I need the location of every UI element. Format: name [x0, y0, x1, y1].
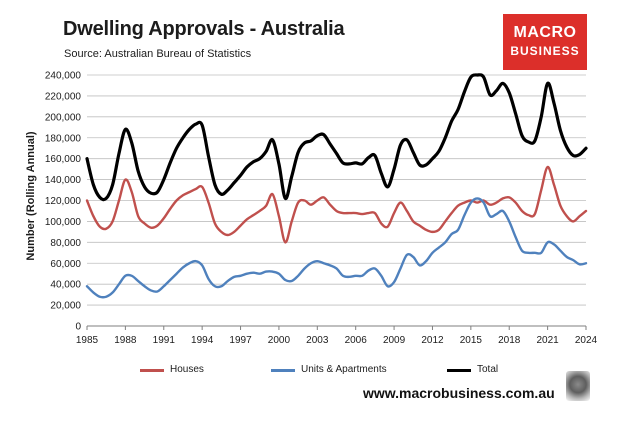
- x-tick-label: 1985: [76, 335, 99, 346]
- series-line-units-apartments: [85, 197, 588, 299]
- x-tick-label: 2024: [575, 335, 598, 346]
- legend-swatch-units: [271, 369, 295, 372]
- series-line-houses: [85, 165, 588, 244]
- legend-swatch-total: [447, 369, 471, 372]
- y-tick-label: 140,000: [45, 175, 82, 186]
- chart-title: Dwelling Approvals - Australia: [63, 18, 345, 40]
- y-tick-label: 120,000: [45, 196, 82, 207]
- y-tick-label: 20,000: [50, 301, 81, 312]
- y-tick-label: 200,000: [45, 112, 82, 123]
- y-tick-label: 220,000: [45, 91, 82, 102]
- y-axis-label: Number (Rolling Annual): [25, 131, 37, 261]
- y-tick-label: 60,000: [50, 259, 81, 270]
- x-tick-label: 1997: [229, 335, 252, 346]
- series-line-total: [85, 73, 588, 202]
- x-tick-label: 2015: [460, 335, 483, 346]
- y-tick-label: 180,000: [45, 133, 82, 144]
- y-tick-label: 240,000: [45, 71, 82, 82]
- x-tick-label: 2000: [268, 335, 291, 346]
- x-tick-label: 1994: [191, 335, 214, 346]
- y-tick-label: 40,000: [50, 280, 81, 291]
- logo-line-1: MACRO: [513, 24, 577, 41]
- macrobusiness-logo: MACRO BUSINESS: [503, 14, 587, 70]
- y-tick-label: 0: [75, 322, 81, 333]
- x-tick-label: 2021: [536, 335, 559, 346]
- y-tick-label: 80,000: [50, 238, 81, 249]
- logo-line-2: BUSINESS: [510, 44, 580, 58]
- x-tick-label: 1991: [153, 335, 176, 346]
- x-tick-label: 2009: [383, 335, 406, 346]
- x-tick-label: 2003: [306, 335, 329, 346]
- wolf-mascot-icon: [566, 371, 590, 401]
- x-tick-label: 1988: [114, 335, 137, 346]
- legend-swatch-houses: [140, 369, 164, 372]
- x-tick-label: 2012: [421, 335, 444, 346]
- y-tick-label: 160,000: [45, 154, 82, 165]
- x-tick-label: 2006: [345, 335, 368, 346]
- legend-label-houses: Houses: [170, 364, 204, 375]
- x-tick-label: 2018: [498, 335, 521, 346]
- y-tick-label: 100,000: [45, 217, 82, 228]
- legend-label-units: Units & Apartments: [301, 364, 387, 375]
- footer-website-url: www.macrobusiness.com.au: [363, 385, 555, 401]
- chart-source: Source: Australian Bureau of Statistics: [64, 48, 252, 60]
- legend-label-total: Total: [477, 364, 499, 375]
